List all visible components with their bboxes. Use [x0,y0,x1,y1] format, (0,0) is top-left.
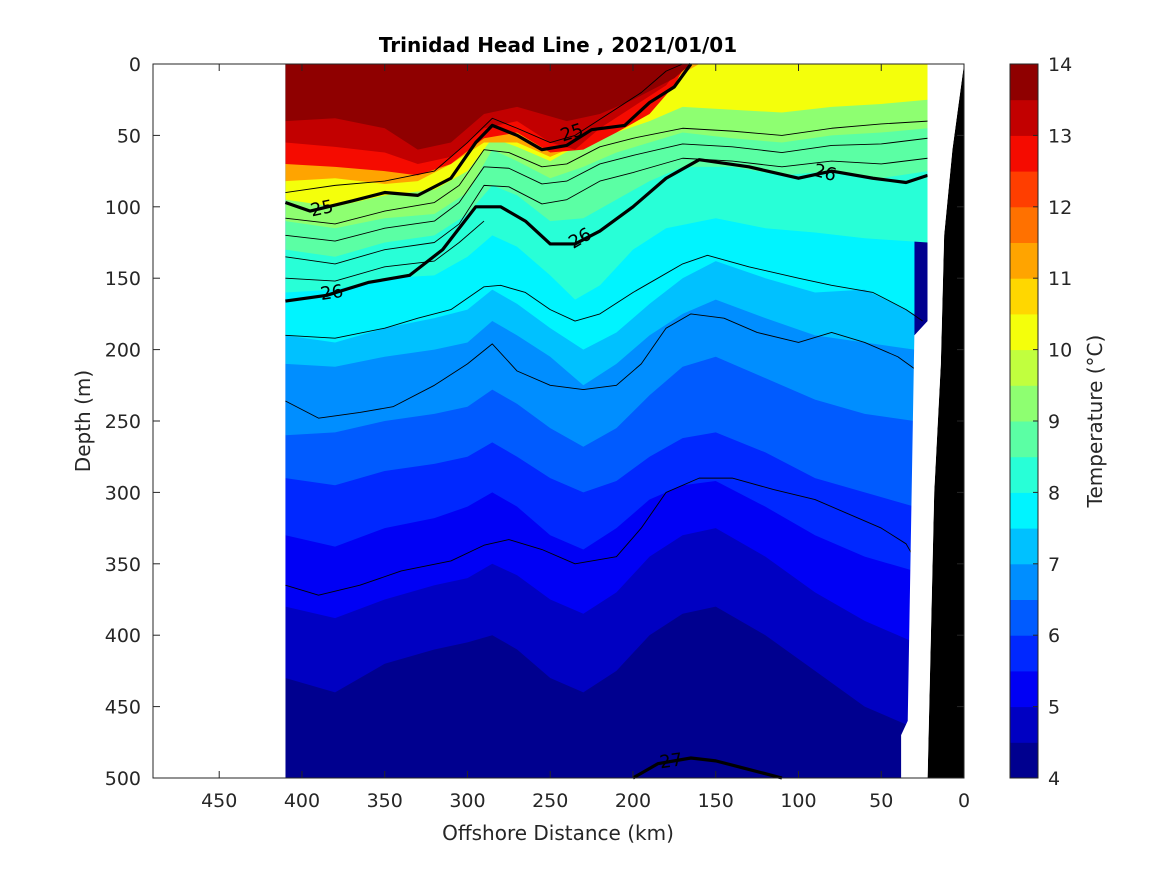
y-axis-label: Depth (m) [71,370,95,472]
isopycnal-line-5 [285,137,928,242]
x-axis-label: Offshore Distance (km) [442,821,674,845]
isopycnal-line-8 [285,254,923,339]
colorbar-swatch [1010,99,1038,136]
y-tick-label: 150 [105,268,141,290]
isopycnal-line-1 [285,158,929,303]
colorbar-swatch [1010,492,1038,529]
contour-label-2: 26 [319,281,345,305]
colorbar-swatch [1010,528,1038,565]
colorbar-swatch [1010,385,1038,422]
colorbar-swatch [1010,242,1038,279]
isopycnal-line-2 [632,756,783,780]
y-tick-label: 500 [105,768,141,790]
nearshore-no-data [901,64,964,778]
isopycnal-contours [284,63,929,780]
colorbar-tick-label: 9 [1048,411,1060,433]
y-tick-label: 350 [105,554,141,576]
colorbar-swatch [1010,206,1038,243]
x-tick-label: 150 [698,790,734,812]
y-tick-label: 250 [105,411,141,433]
isopycnal-line-6 [285,157,928,265]
colorbar-tick-label: 7 [1048,554,1060,576]
contour-label-text: 26 [319,281,345,305]
isopycnal-line-0 [284,63,693,213]
colorbar-swatch [1010,670,1038,708]
y-tick-label: 0 [129,54,141,76]
colorbar-tick-label: 5 [1048,697,1060,719]
colorbar-swatch [1010,135,1038,172]
x-tick-label: 100 [780,790,816,812]
isopycnal-line-4 [285,120,928,225]
colorbar-tick-label: 11 [1048,268,1072,290]
colorbar-tick-label: 4 [1048,768,1060,790]
colorbar-swatch [1010,313,1038,351]
colorbar-swatch [1010,599,1038,636]
colorbar-tick-label: 12 [1048,197,1072,219]
chart-title: Trinidad Head Line , 2021/01/01 [379,33,737,57]
colorbar-swatch [1010,635,1038,672]
seafloor-bathymetry [927,64,964,778]
colorbar-swatch [1010,349,1038,386]
colorbar-swatch [1010,563,1038,600]
colorbar-label: Temperature (°C) [1083,335,1107,509]
colorbar-tick-label: 14 [1048,54,1072,76]
y-tick-label: 200 [105,340,141,362]
y-tick-label: 450 [105,697,141,719]
x-tick-label: 0 [958,790,970,812]
x-tick-label: 300 [449,790,485,812]
x-axis: 450 400 350 300 250 200 150 100 50 0 [201,64,970,812]
colorbar-swatch [1010,421,1038,458]
y-tick-label: 100 [105,197,141,219]
colorbar-tick-label: 8 [1048,482,1060,504]
colorbar-swatch [1010,278,1038,315]
x-tick-label: 250 [532,790,568,812]
contour-label-0: 25 [309,196,336,221]
colorbar-swatch [1010,171,1038,208]
y-tick-label: 400 [105,625,141,647]
colorbar-tick-label: 10 [1048,340,1072,362]
x-tick-label: 400 [284,790,320,812]
colorbar-tick-label: 6 [1048,625,1060,647]
contour-label-text: 27 [658,749,684,773]
x-tick-label: 200 [615,790,651,812]
colorbar-swatch [1010,706,1038,743]
temperature-fill-layers [285,64,928,778]
x-tick-label: 350 [367,790,403,812]
colorbar-swatch [1010,742,1038,779]
y-tick-label: 50 [117,125,141,147]
x-tick-label: 450 [201,790,237,812]
isopycnal-line-9 [285,313,928,419]
colorbar-swatch [1010,456,1038,493]
colorbar-tick-label: 13 [1048,125,1072,147]
y-axis: 0 50 100 150 200 250 300 350 400 450 500 [105,54,964,790]
isopycnal-line-7 [285,220,485,282]
contour-label-text: 25 [309,196,336,221]
temperature-band-14 [285,64,691,150]
y-tick-label: 300 [105,482,141,504]
colorbar: 4 5 6 7 8 9 10 11 12 13 14 [1009,54,1072,790]
contour-label-5: 27 [658,749,684,773]
x-tick-label: 50 [869,790,893,812]
colorbar-swatch [1010,64,1038,101]
isopycnal-line-3 [285,63,683,193]
isopycnal-line-10 [285,477,924,614]
